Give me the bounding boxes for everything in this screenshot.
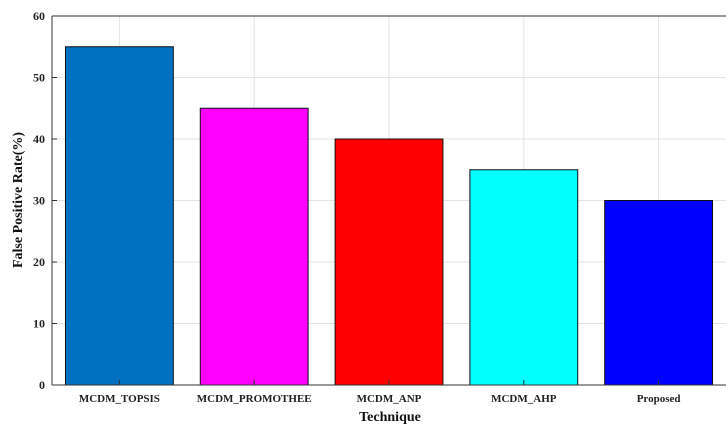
- bar-proposed: [604, 200, 714, 386]
- y-tick-label: 50: [33, 71, 45, 85]
- ticks-layer: 0 10 20 30 40 50 60 MCDM_TOPSIS MCDM_PROMOTHEE MC…: [33, 9, 681, 405]
- x-tick-label: MCDM_PROMOTHEE: [197, 393, 312, 405]
- y-tick-label: 20: [33, 255, 45, 269]
- axes-layer: [51, 15, 726, 386]
- bar-mcdm-topsis: [64, 46, 174, 386]
- bars-layer: [64, 46, 714, 386]
- y-tick-label: 10: [33, 317, 45, 331]
- y-tick-label: 40: [33, 132, 45, 146]
- y-tick-label: 30: [33, 194, 45, 208]
- x-tick-label: MCDM_TOPSIS: [79, 393, 160, 405]
- y-tick-label: 0: [39, 378, 45, 392]
- x-axis-title: Technique: [359, 410, 421, 424]
- y-axis-title: False Positive Rate(%): [11, 132, 26, 268]
- bar-mcdm-anp: [334, 138, 444, 386]
- x-tick-label: Proposed: [637, 393, 681, 405]
- bar-mcdm-ahp: [469, 169, 579, 386]
- x-tick-label: MCDM_ANP: [357, 393, 422, 405]
- y-tick-label: 60: [33, 9, 45, 23]
- x-tick-label: MCDM_AHP: [491, 393, 557, 405]
- bar-mcdm-promothee: [199, 107, 309, 386]
